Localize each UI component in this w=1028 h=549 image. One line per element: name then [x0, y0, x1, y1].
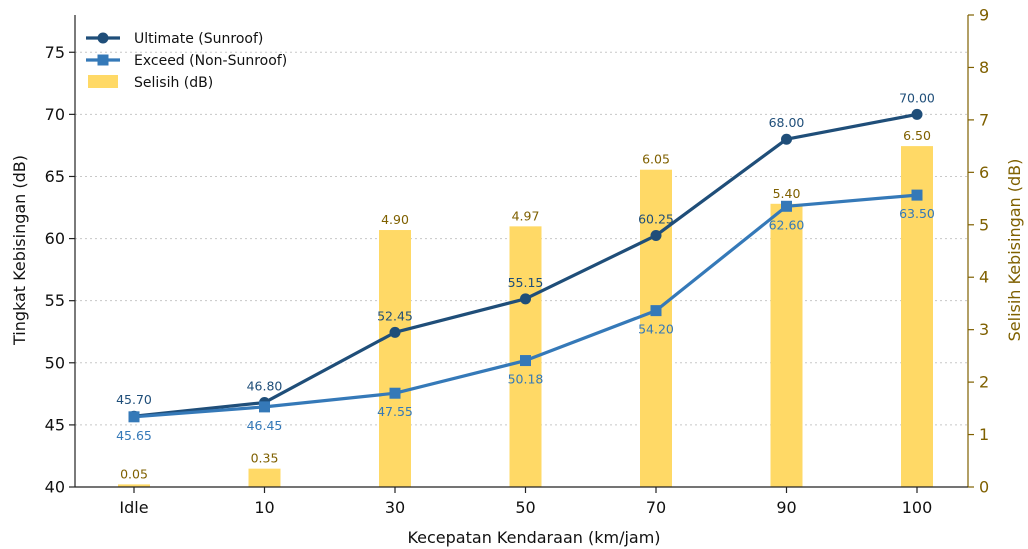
- bar-value-label: 0.35: [251, 451, 279, 466]
- ultimate-point: [520, 293, 531, 305]
- left-tick-label: 70: [45, 105, 65, 124]
- right-tick-label: 2: [979, 373, 989, 392]
- difference-bars: [118, 146, 933, 488]
- ultimate-point: [650, 229, 662, 241]
- x-tick-label: 90: [776, 498, 796, 517]
- exceed-value-label: 50.18: [508, 372, 544, 387]
- ultimate-value-label: 52.45: [377, 308, 413, 323]
- exceed-point: [389, 387, 401, 399]
- ultimate-value-label: 70.00: [899, 90, 935, 105]
- left-tick-label: 60: [45, 229, 65, 248]
- legend: Ultimate (Sunroof) Exceed (Non-Sunroof) …: [86, 31, 287, 91]
- x-tick-label: Idle: [119, 498, 148, 517]
- right-tick-label: 3: [979, 320, 989, 339]
- right-tick-label: 4: [979, 268, 989, 287]
- bar-value-label: 5.40: [773, 186, 801, 201]
- right-tick-label: 6: [979, 163, 989, 182]
- legend-swatch-selisih: [88, 75, 118, 88]
- bar-value-label: 6.50: [903, 128, 931, 143]
- difference-bar: [770, 203, 803, 488]
- exceed-point: [911, 189, 923, 201]
- exceed-value-label: 63.50: [899, 206, 935, 221]
- exceed-value-label: 45.65: [116, 428, 152, 443]
- difference-bar: [901, 146, 933, 487]
- ultimate-value-label: 55.15: [508, 275, 544, 290]
- right-tick-label: 5: [979, 215, 989, 234]
- left-tick-label: 75: [45, 43, 65, 62]
- right-tick-label: 1: [979, 425, 989, 444]
- legend-label-ultimate: Ultimate (Sunroof): [134, 31, 263, 47]
- x-tick-label: 70: [646, 498, 666, 517]
- bar-value-label: 4.90: [381, 212, 409, 227]
- exceed-value-label: 54.20: [638, 322, 674, 337]
- legend-label-selisih: Selisih (dB): [134, 75, 213, 91]
- exceed-point: [650, 305, 662, 317]
- exceed-point: [128, 411, 140, 423]
- exceed-value-label: 47.55: [377, 404, 413, 419]
- left-tick-label: 45: [45, 415, 65, 434]
- right-tick-label: 0: [979, 478, 989, 497]
- bar-value-label: 0.05: [120, 466, 148, 481]
- ultimate-value-label: 46.80: [247, 379, 283, 394]
- exceed-value-label: 62.60: [769, 217, 805, 232]
- right-tick-label: 8: [979, 58, 989, 77]
- right-tick-label: 9: [979, 6, 989, 25]
- exceed-value-label: 46.45: [247, 418, 283, 433]
- x-axis-title: Kecepatan Kendaraan (km/jam): [407, 528, 660, 547]
- right-tick-label: 7: [979, 110, 989, 129]
- x-tick-label: 30: [385, 498, 405, 517]
- ultimate-point: [911, 108, 923, 120]
- legend-marker-exceed: [97, 54, 109, 66]
- exceed-point: [520, 355, 531, 367]
- left-tick-label: 50: [45, 353, 65, 372]
- left-axis-title: Tingkat Kebisingan (dB): [10, 155, 29, 346]
- difference-bar: [640, 169, 672, 487]
- ultimate-value-label: 45.70: [116, 392, 152, 407]
- difference-bar: [118, 484, 150, 487]
- exceed-point: [259, 401, 270, 413]
- left-tick-label: 55: [45, 291, 65, 310]
- x-tick-label: 50: [515, 498, 535, 517]
- difference-bar: [248, 468, 281, 487]
- x-tick-label: 100: [902, 498, 933, 517]
- ultimate-point: [389, 326, 401, 338]
- exceed-point: [781, 200, 792, 212]
- right-axis-title: Selisih Kebisingan (dB): [1005, 159, 1024, 342]
- legend-marker-ultimate: [97, 32, 109, 44]
- ultimate-value-label: 68.00: [769, 115, 805, 130]
- legend-label-exceed: Exceed (Non-Sunroof): [134, 53, 287, 69]
- bar-value-label: 4.97: [512, 208, 540, 223]
- difference-bar: [379, 230, 411, 487]
- bar-value-label: 6.05: [642, 152, 670, 167]
- x-tick-label: 10: [254, 498, 274, 517]
- data-labels: 0.05 0.35 4.90 4.97 6.05 5.40 6.50 45.70 46.80 52…: [116, 90, 935, 481]
- ultimate-point: [781, 133, 792, 145]
- left-tick-label: 65: [45, 167, 65, 186]
- left-tick-label: 40: [45, 478, 65, 497]
- ultimate-value-label: 60.25: [638, 211, 674, 226]
- series-points: [128, 108, 923, 423]
